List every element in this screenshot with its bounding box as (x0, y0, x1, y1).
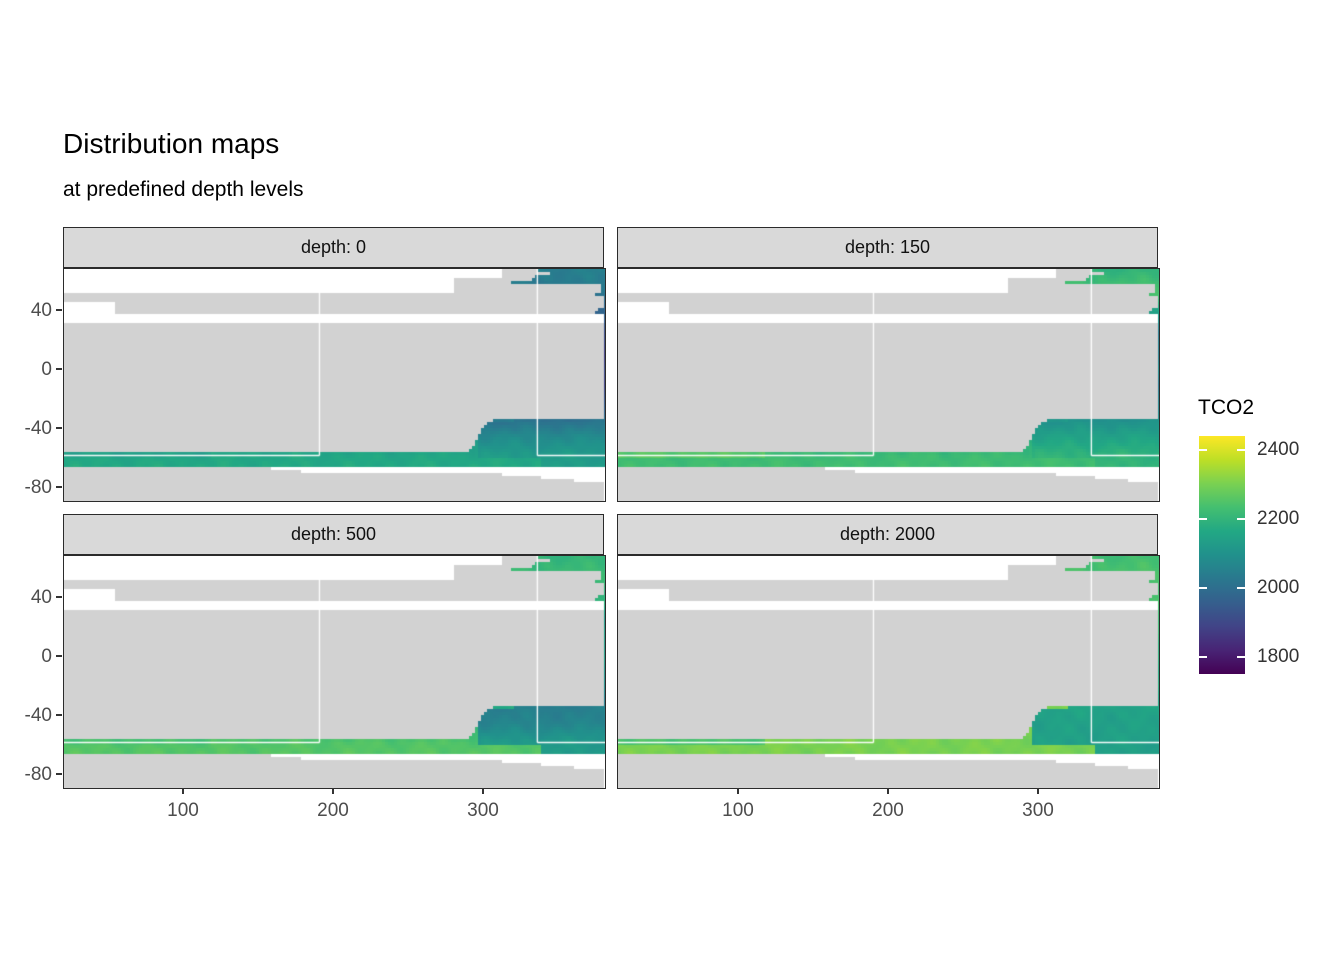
x-tick-mark (1037, 788, 1039, 794)
x-tick-mark (737, 788, 739, 794)
legend-tick-label: 2000 (1257, 576, 1300, 598)
y-axis-tick-label: -40 (24, 418, 52, 439)
x-axis-tick-label: 300 (1022, 800, 1054, 821)
facet-strip-label: depth: 0 (300, 237, 367, 257)
x-tick-mark (482, 788, 484, 794)
legend-tick-label: 2400 (1257, 438, 1300, 460)
facet-strip-label: depth: 2000 (839, 524, 936, 544)
facet-strip-depth-0: depth: 0 (63, 227, 604, 268)
y-tick-mark (56, 309, 62, 311)
y-axis-tick-label: -80 (24, 477, 52, 498)
legend-tick-mark (1199, 586, 1245, 589)
y-axis-tick-label: 0 (41, 359, 52, 380)
facet-strip-depth-150: depth: 150 (617, 227, 1158, 268)
y-tick-mark (56, 773, 62, 775)
plot-title: Distribution maps (63, 128, 280, 159)
x-tick-mark (332, 788, 334, 794)
legend-tick-mark (1199, 517, 1245, 520)
map-panel-depth-0 (63, 268, 606, 502)
y-tick-mark (56, 486, 62, 488)
y-axis-tick-label: -40 (24, 705, 52, 726)
x-tick-mark (887, 788, 889, 794)
y-tick-mark (56, 596, 62, 598)
x-axis-tick-label: 100 (722, 800, 754, 821)
y-axis-tick-label: 40 (30, 300, 52, 321)
y-tick-mark (56, 714, 62, 716)
y-tick-mark (56, 427, 62, 429)
legend-colorbar (1199, 436, 1245, 674)
x-axis-tick-label: 200 (872, 800, 904, 821)
legend-tick-label: 1800 (1257, 645, 1300, 667)
y-axis-tick-label: 40 (30, 587, 52, 608)
facet-strip-depth-2000: depth: 2000 (617, 514, 1158, 555)
legend-tick-mark (1199, 655, 1245, 658)
x-axis-tick-label: 200 (317, 800, 349, 821)
facet-strip-label: depth: 500 (290, 524, 377, 544)
y-axis-tick-label: -80 (24, 764, 52, 785)
map-panel-depth-500 (63, 555, 606, 789)
x-axis-tick-label: 100 (167, 800, 199, 821)
y-tick-mark (56, 655, 62, 657)
y-axis-tick-label: 0 (41, 646, 52, 667)
legend-tick-label: 2200 (1257, 507, 1300, 529)
legend-tick-mark (1199, 448, 1245, 451)
x-axis-tick-label: 300 (467, 800, 499, 821)
facet-strip-depth-500: depth: 500 (63, 514, 604, 555)
plot-subtitle: at predefined depth levels (63, 178, 304, 201)
facet-strip-label: depth: 150 (844, 237, 931, 257)
x-tick-mark (182, 788, 184, 794)
map-panel-depth-2000 (617, 555, 1160, 789)
map-panel-depth-150 (617, 268, 1160, 502)
legend-title: TCO2 (1198, 396, 1255, 419)
y-tick-mark (56, 368, 62, 370)
